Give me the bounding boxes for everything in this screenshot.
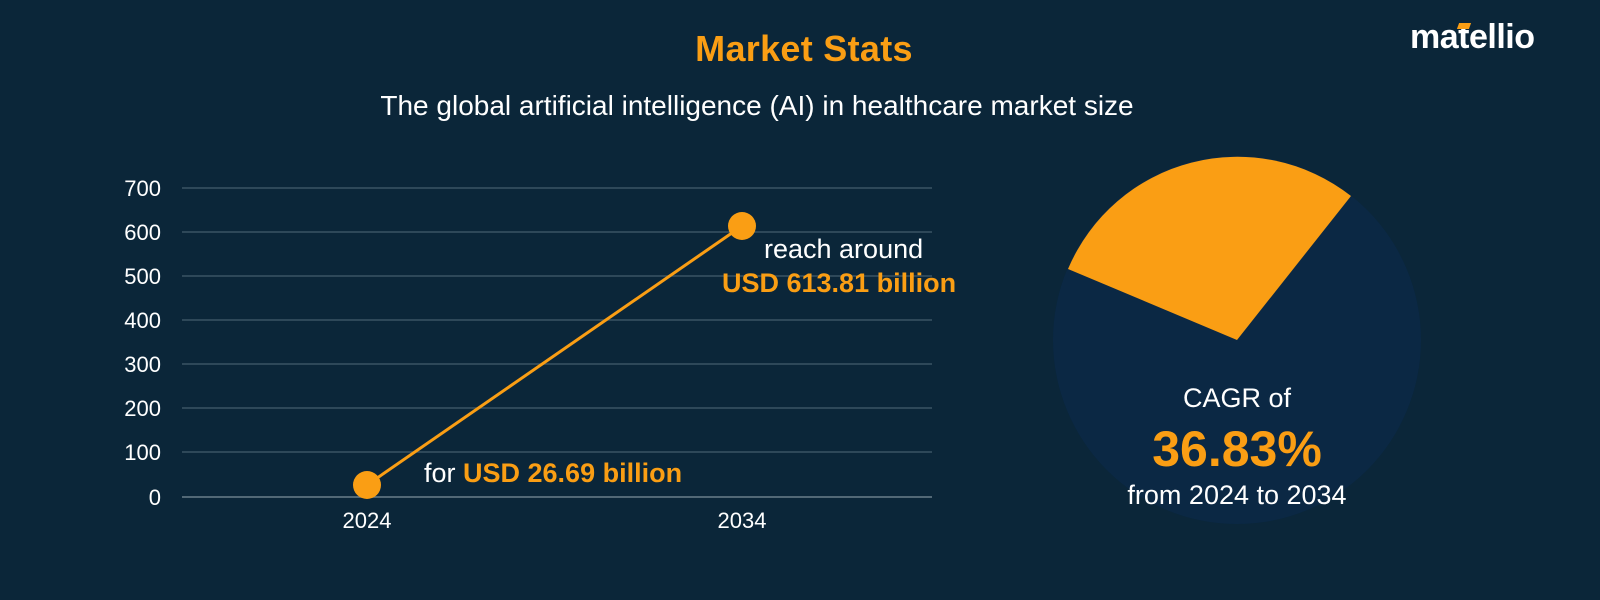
end-annotation-value: USD 613.81 billion (722, 268, 957, 298)
cagr-label: CAGR of (1182, 383, 1292, 413)
y-tick: 600 (124, 220, 161, 245)
chart-subtitle: The global artificial intelligence (AI) … (380, 90, 1134, 121)
gridlines (182, 187, 932, 498)
x-tick-2024: 2024 (343, 508, 392, 533)
start-annotation-label: for (424, 458, 464, 488)
data-point-2024[interactable] (353, 471, 381, 499)
pie-cagr-slice (1068, 156, 1351, 340)
y-tick: 400 (124, 308, 161, 333)
y-tick: 100 (124, 440, 161, 465)
y-tick: 700 (124, 176, 161, 201)
cagr-value: 36.83% (1152, 421, 1322, 477)
y-tick: 200 (124, 396, 161, 421)
y-axis: 700 600 500 400 300 200 100 0 (124, 176, 161, 510)
data-point-2034[interactable] (728, 212, 756, 240)
y-tick: 300 (124, 352, 161, 377)
start-annotation: for USD 26.69 billion (424, 458, 682, 489)
page-title: Market Stats (695, 28, 913, 69)
end-annotation-label: reach around (764, 234, 924, 264)
y-tick: 0 (149, 485, 161, 510)
cagr-pie (1053, 156, 1421, 524)
matellio-logo: matellio (1410, 18, 1535, 57)
trend-line (366, 224, 743, 487)
end-annotation-value-wrap: USD 613.81 billion (722, 268, 956, 299)
x-tick-2034: 2034 (718, 508, 767, 533)
line-series (353, 212, 756, 499)
x-axis: 2024 2034 (343, 508, 767, 533)
y-tick: 500 (124, 264, 161, 289)
start-annotation-value: USD 26.69 billion (463, 458, 683, 488)
logo-text: matellio (1410, 18, 1535, 56)
cagr-range: from 2024 to 2034 (1127, 480, 1347, 510)
end-annotation: reach around (764, 234, 923, 265)
